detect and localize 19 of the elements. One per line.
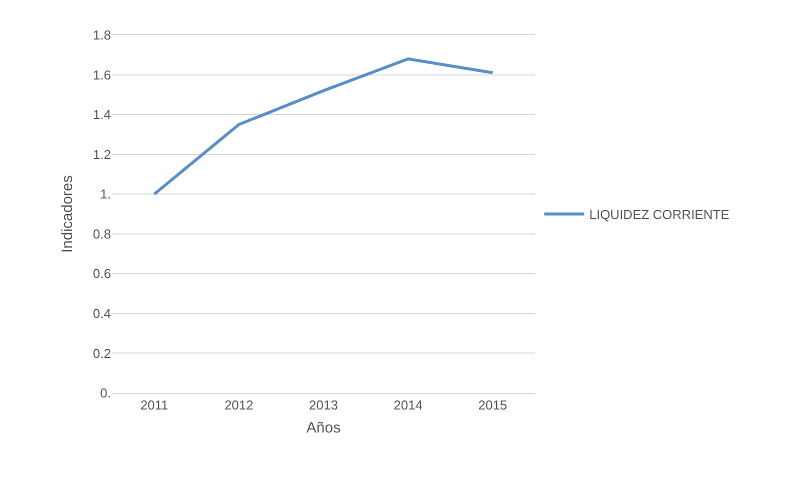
y-tick-label: 1.6: [92, 67, 111, 82]
y-tick-label: 1.8: [92, 28, 111, 43]
x-tick-label: 2014: [394, 398, 423, 413]
y-axis-title: Indicadores: [59, 175, 76, 253]
x-axis-title: Años: [306, 420, 341, 437]
x-tick-label: 2011: [140, 398, 168, 413]
y-tick-label: 1.: [100, 186, 111, 202]
x-tick-label: 2015: [478, 398, 508, 413]
legend-label: LIQUIDEZ CORRIENTE: [589, 207, 730, 222]
x-tick-label: 2012: [224, 398, 254, 413]
y-tick-label: 1.4: [92, 107, 111, 122]
y-tick-label: 0.2: [92, 346, 111, 361]
y-tick-label: 0.: [100, 386, 111, 401]
y-tick-label: 0.4: [92, 306, 111, 321]
line-series: [152, 57, 494, 196]
y-tick-label: 0.6: [92, 266, 111, 282]
x-tick-label: 2013: [309, 398, 338, 413]
y-tick-label: 0.8: [92, 226, 111, 242]
y-tick-label: 1.2: [92, 146, 111, 162]
